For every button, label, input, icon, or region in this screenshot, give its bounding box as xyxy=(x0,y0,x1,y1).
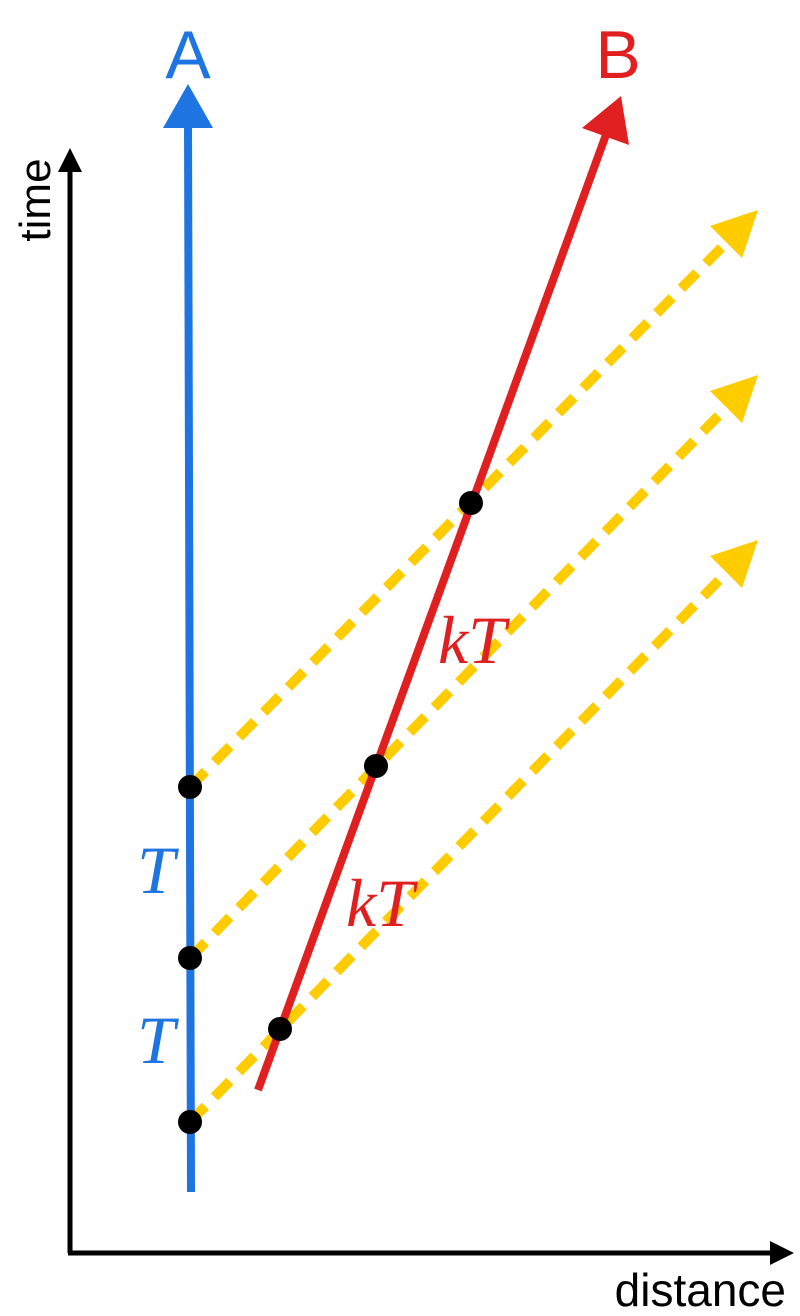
worldline-a xyxy=(184,121,195,1193)
event xyxy=(459,491,483,515)
signal-arrow xyxy=(710,540,758,588)
event xyxy=(268,1017,292,1041)
signal xyxy=(186,402,732,962)
x-axis-arrow xyxy=(770,1241,794,1265)
signal-arrow xyxy=(710,210,758,258)
label-b: B xyxy=(595,17,640,93)
worldline-b-arrow xyxy=(582,96,629,145)
event xyxy=(178,946,202,970)
label-a: A xyxy=(165,17,211,93)
x-axis-label: distance xyxy=(615,1264,786,1316)
interval-label: T xyxy=(137,832,179,908)
worldline-b xyxy=(254,130,611,1092)
signal xyxy=(186,567,732,1126)
event xyxy=(178,775,202,799)
y-axis-arrow xyxy=(58,148,82,172)
signal-arrow xyxy=(710,375,758,423)
interval-label: kT xyxy=(438,602,510,678)
event xyxy=(178,1110,202,1134)
signal xyxy=(186,237,732,791)
interval-label: T xyxy=(137,1002,179,1078)
worldline-a-arrow xyxy=(163,84,213,128)
y-axis-label: time xyxy=(11,158,60,241)
event xyxy=(364,754,388,778)
interval-label: kT xyxy=(346,865,418,941)
